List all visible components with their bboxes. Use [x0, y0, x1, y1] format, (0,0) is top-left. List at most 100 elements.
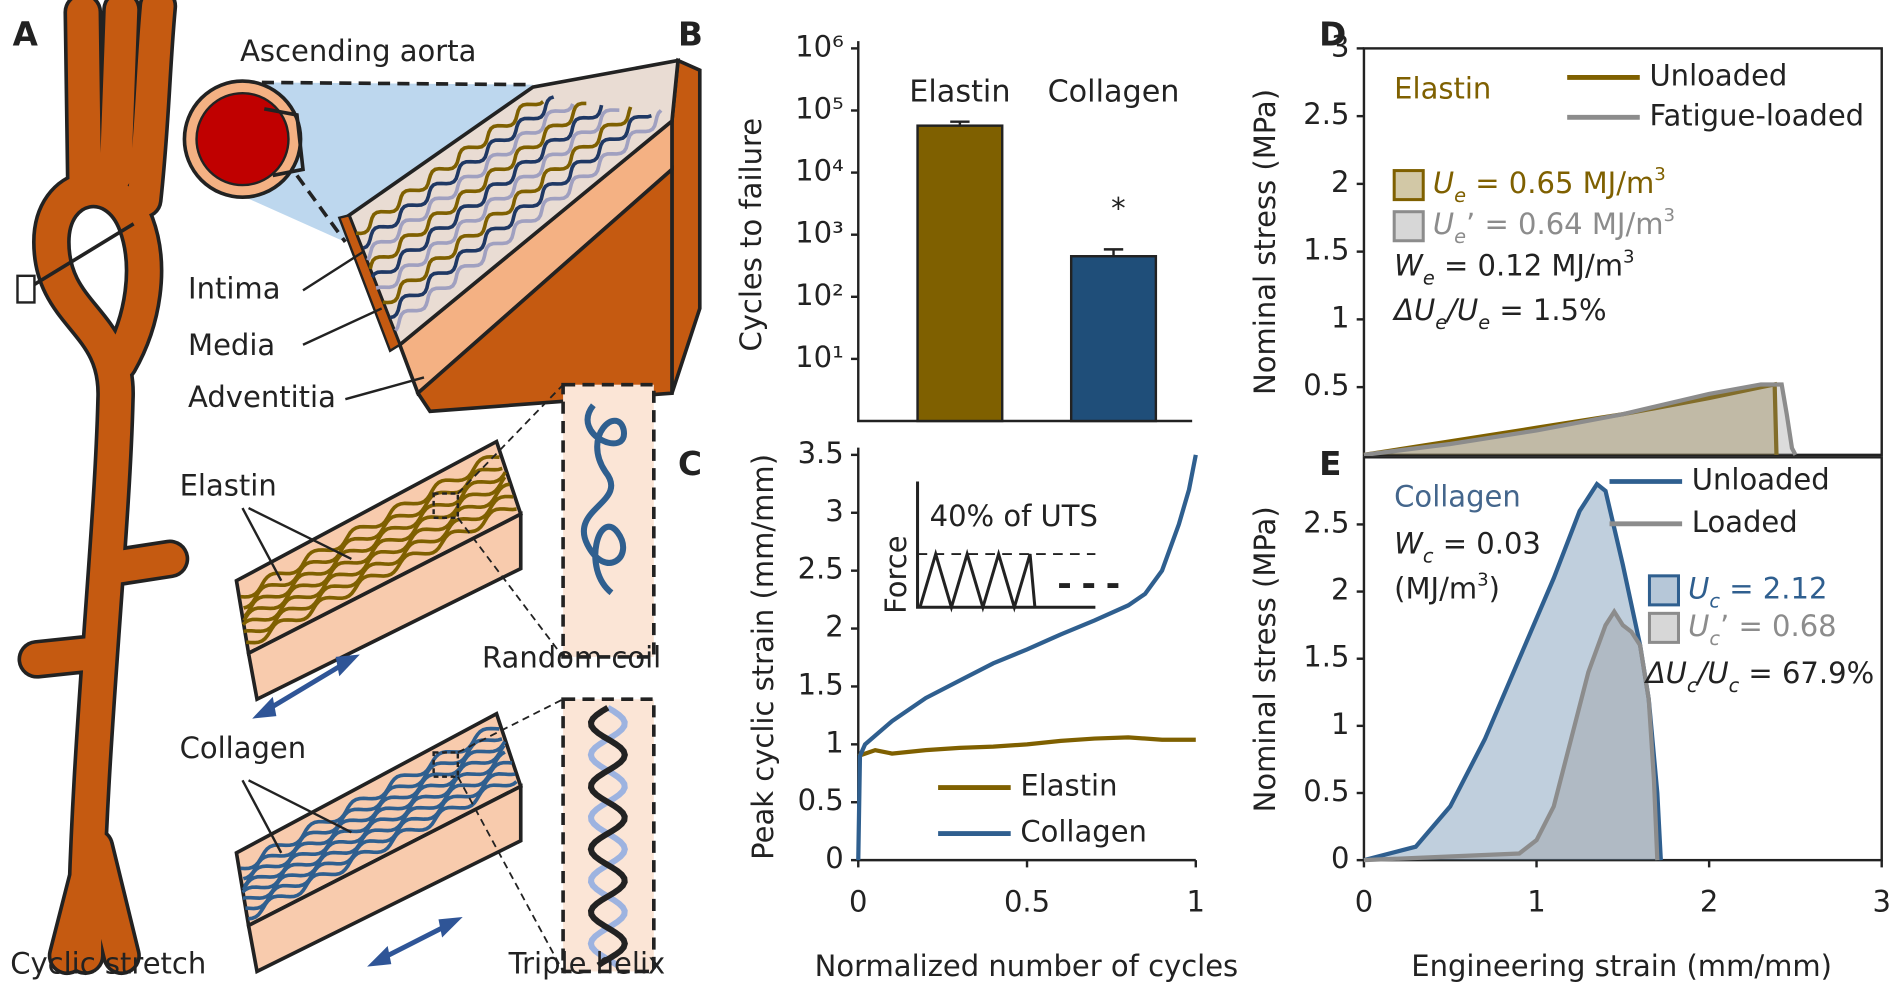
annotation-part: ΔU [1644, 656, 1687, 690]
annotation-part: = 0.12 MJ/m [1435, 248, 1623, 282]
annotation-part: Collagen [1394, 479, 1521, 513]
y-axis-label: Nominal stress (MPa) [1248, 89, 1282, 395]
annotation-part: = 0.65 MJ/m [1466, 166, 1654, 200]
annotation-part: /U [1444, 293, 1478, 327]
line [856, 454, 1198, 861]
annotation-part: e [1478, 311, 1490, 334]
category-label: Elastin [909, 75, 1010, 110]
y-tick-label: 10² [795, 278, 844, 312]
annotation-part: (MJ/m [1394, 571, 1477, 605]
legend-label: Collagen [1020, 815, 1147, 849]
fiber [366, 103, 575, 261]
panel-label: C [678, 445, 702, 483]
diagram-label: Intima [188, 271, 280, 305]
y-tick-label: 1.5 [1303, 233, 1349, 267]
x-tick-label: 1 [1187, 885, 1205, 919]
fiber [241, 482, 511, 626]
annotation-part: e [1454, 225, 1466, 248]
fiber [243, 494, 514, 634]
annotation-part: ’ = 0.64 MJ/m [1466, 207, 1663, 241]
fiber [241, 750, 506, 894]
y-tick-label: 10³ [795, 216, 844, 250]
annotation-part: e [1435, 311, 1447, 334]
y-axis-label: Nominal stress (MPa) [1248, 506, 1282, 812]
helix-strand [587, 705, 628, 968]
panel-label: E [1319, 445, 1341, 483]
annotation: Uc = 2.12 [1688, 571, 1827, 612]
annotation: ΔUc/Uc = 67.9% [1644, 656, 1874, 697]
annotation: Uc’ = 0.68 [1688, 609, 1836, 650]
area [1363, 611, 1658, 861]
annotation-part: ) [1489, 571, 1500, 605]
annotation-part: 3 [1664, 205, 1676, 226]
y-tick-label: 2.5 [798, 552, 844, 586]
annotation-part: e [1454, 184, 1466, 207]
panel-a-drawing [16, 0, 702, 976]
bar [916, 124, 1004, 423]
inset-axis-label: Force [879, 535, 913, 614]
annotation-part: ’ = 0.68 [1720, 609, 1837, 643]
annotation: * [1111, 191, 1126, 225]
panel-label: D [1319, 15, 1346, 53]
x-tick-label: 1 [1527, 885, 1545, 919]
helix-strand [587, 705, 628, 968]
x-axis-label: Engineering strain (mm/mm) [1411, 949, 1832, 983]
fiber [248, 780, 518, 921]
diagram-label: Ascending aorta [240, 34, 476, 68]
annotation-part: /U [1695, 656, 1729, 690]
annotation-part: c [1729, 674, 1740, 697]
y-tick-label: 2 [1331, 573, 1349, 607]
area [1363, 484, 1661, 861]
y-tick-label: 0.5 [1303, 774, 1349, 808]
annotation-part: W [1394, 527, 1424, 561]
annotation-part: * [1111, 191, 1126, 225]
line [1363, 382, 1798, 457]
fiber [246, 507, 517, 645]
y-axis-label: Cycles to failure [734, 118, 768, 352]
annotation-swatch [1647, 611, 1680, 644]
x-tick-label: 2 [1700, 885, 1718, 919]
legend-label: Elastin [1020, 769, 1117, 803]
fiber [242, 476, 507, 622]
annotation-part: U [1688, 609, 1709, 643]
annotation: Ue’ = 0.64 MJ/m3 [1433, 205, 1675, 249]
annotation-part: U [1433, 207, 1454, 241]
y-tick-label: 2.5 [1303, 97, 1349, 131]
fiber [382, 106, 633, 305]
y-tick-label: 0 [825, 841, 843, 875]
fiber [362, 95, 555, 250]
fiber [389, 114, 652, 320]
annotation-swatch [1647, 574, 1680, 607]
fiber [242, 744, 506, 891]
annotation-part: 3 [1623, 246, 1635, 267]
annotation: Elastin [1394, 72, 1491, 106]
diagram-label: Random coil [482, 640, 661, 674]
annotation-swatch [1392, 169, 1425, 202]
inset-label: 40% of UTS [930, 499, 1098, 533]
diagram-label: Collagen [180, 731, 307, 765]
error-bar [1103, 248, 1124, 257]
fiber [370, 104, 604, 279]
annotation-part: 3 [1654, 164, 1666, 185]
legend-label: Fatigue-loaded [1649, 98, 1864, 132]
y-tick-label: 3.5 [798, 436, 844, 470]
area [1363, 384, 1796, 455]
y-tick-label: 3 [1331, 29, 1349, 63]
annotation-swatch [1392, 210, 1425, 243]
annotation: Wc = 0.03 [1394, 527, 1541, 568]
annotation-part: W [1394, 248, 1424, 282]
diagram-label: Triple helix [508, 946, 666, 980]
error-bar [950, 120, 970, 126]
diagram-label: Adventitia [188, 380, 336, 414]
legend-label: Loaded [1692, 505, 1798, 539]
annotation-part: 3 [1477, 569, 1489, 590]
annotation-part: c [1687, 674, 1698, 697]
annotation-part: e [1423, 266, 1435, 289]
annotation-part: Elastin [1394, 72, 1491, 106]
annotation: (MJ/m3) [1394, 569, 1500, 605]
x-tick-label: 0 [849, 885, 867, 919]
annotation: ΔUe/Ue = 1.5% [1392, 293, 1606, 334]
y-tick-label: 10⁵ [795, 91, 844, 125]
x-axis-label: Normalized number of cycles [815, 949, 1239, 983]
